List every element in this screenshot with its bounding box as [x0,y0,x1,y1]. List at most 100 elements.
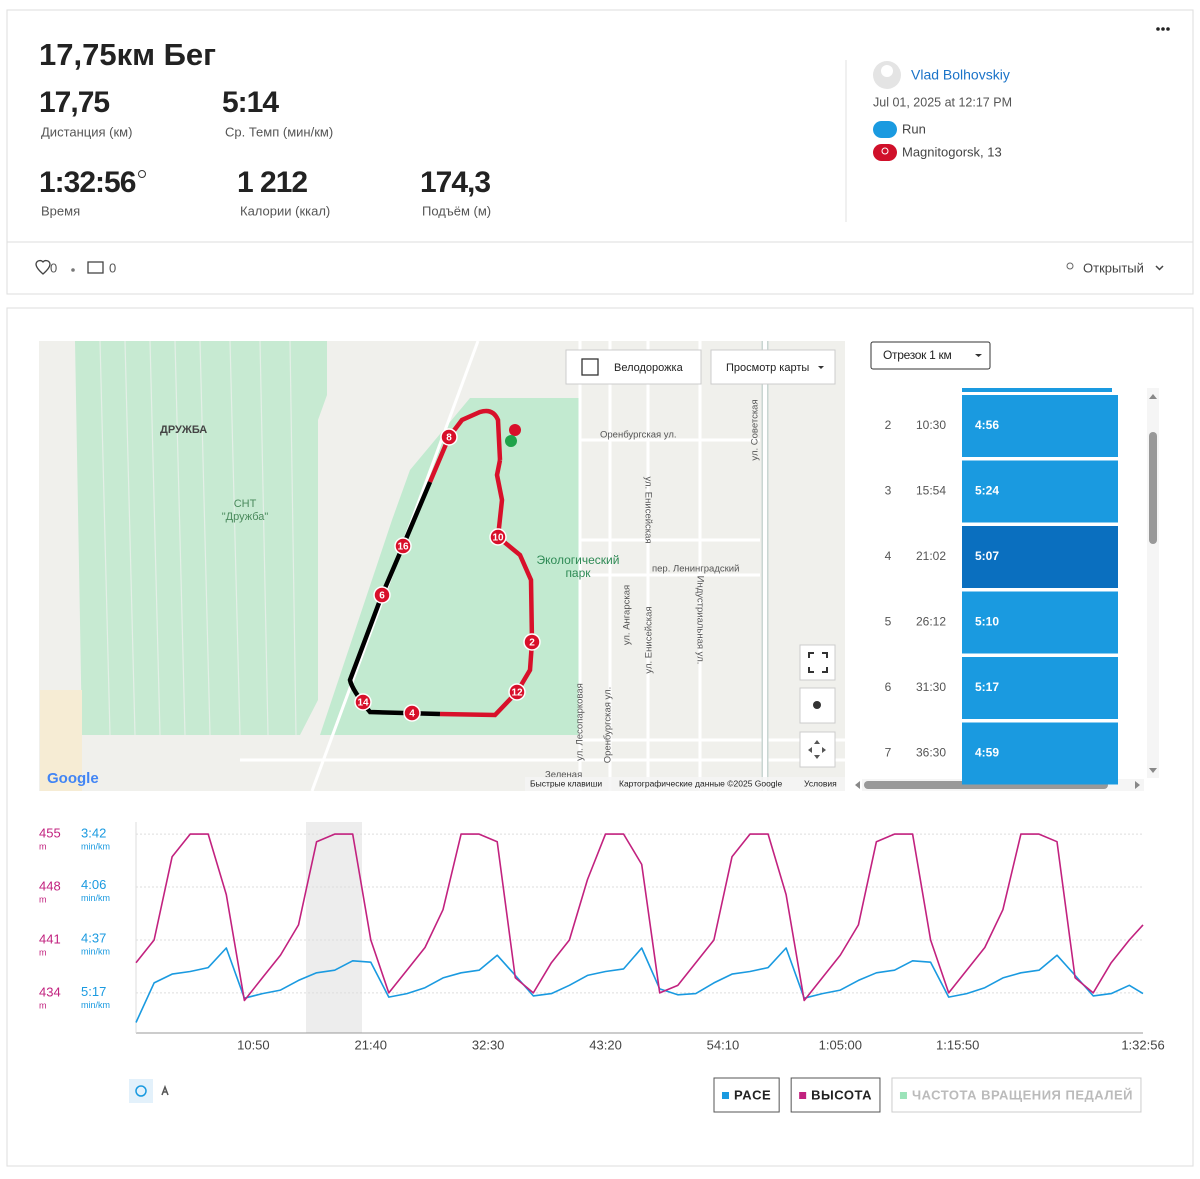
split-pace: 5:17 [975,680,999,694]
y2-tick-label: 4:37 [81,930,106,945]
athlete-name[interactable]: Vlad Bolhovskiy [911,67,1010,83]
chart: 434m441m448m455m5:17min/km4:37min/km4:06… [39,822,1165,1113]
legend-label: PACE [734,1087,771,1102]
street-label: ул. Ангарская [622,585,633,645]
stat-label: Время [41,203,80,218]
legend-item[interactable] [891,1077,1142,1113]
street-label: ул. Енисейская [644,606,655,673]
scroll-thumb[interactable] [1149,432,1157,544]
street-label: ул. Лесопарковая [575,683,586,761]
split-bar[interactable] [962,657,1118,719]
split-bar[interactable] [962,460,1118,523]
series-line [135,947,1144,1023]
bike-toggle-label: Велодорожка [614,362,684,374]
map[interactable]: 8 10 16 6 2 12 14 4 ДРУЖБА СНТ "Дружба" … [39,340,845,792]
street-label: Оренбургская ул. [603,687,614,764]
street-label: пер. Ленинградский [652,564,739,575]
km-marker: 2 [529,638,535,649]
selected-segment [306,822,362,1033]
y-tick-label: 434 [39,984,61,999]
caret [975,354,982,357]
area [40,690,82,791]
date: Jul 01, 2025 at 12:17 PM [873,95,1012,109]
distance-mode[interactable] [161,1084,169,1096]
split-pace: 5:10 [975,615,999,629]
likes: 0 [50,260,57,275]
info-icon[interactable] [138,170,146,178]
street-label: Индустриальная ул. [694,576,705,665]
km-marker: 4 [409,709,415,720]
legend-swatch [799,1092,807,1099]
pin [881,147,889,155]
comment-icon[interactable] [87,261,104,274]
like-icon[interactable] [35,259,51,275]
split-time: 21:02 [916,549,946,563]
checkbox[interactable] [581,358,599,376]
street-label: Оренбургская ул. [600,430,677,441]
y-unit: m [39,841,47,851]
km-markers: 8 10 16 6 2 12 14 4 [354,428,541,722]
location: Magnitogorsk, 13 [902,144,1002,159]
pan-button[interactable] [799,731,836,768]
y2-tick-label: 3:42 [81,826,106,841]
y-tick-label: 448 [39,878,61,893]
activity: Run [902,121,926,136]
split-pace: 4:59 [975,746,999,760]
split-bar[interactable] [962,526,1118,588]
split-bar[interactable] [962,395,1118,457]
clock-icon [135,1085,147,1097]
place-label: ДРУЖБА [160,424,207,436]
x-tick-label: 32:30 [472,1037,505,1052]
attribution[interactable]: Условия [804,778,837,788]
streets [240,340,845,792]
split-bar[interactable] [962,591,1118,654]
end-marker [509,424,521,436]
x-tick-label: 1:15:50 [936,1037,979,1052]
split-selector[interactable] [870,341,991,370]
split-pace: 4:56 [975,418,999,432]
split-km: 2 [885,418,892,432]
split-time: 26:12 [916,615,946,629]
y2-tick-label: 4:06 [81,877,106,892]
split-km: 3 [885,484,892,498]
icon [808,652,828,673]
visibility[interactable]: Открытый [1083,260,1144,275]
stat-label: Подъём (м) [422,203,491,218]
x-tick-label: 1:05:00 [819,1037,862,1052]
splits-panel: Отрезок 1 км 2 10:30 4:56 3 15:54 5:24 4 21:02 5… [855,341,1159,791]
route [347,481,441,717]
separator [71,268,75,272]
km-marker: 8 [446,433,452,444]
legend-swatch [899,1092,907,1099]
y2-unit: min/km [81,946,110,956]
split-selector-label: Отрезок 1 км [883,348,951,362]
x-tick-label: 1:32:56 [1121,1037,1164,1052]
km-marker: 6 [379,591,385,602]
y2-unit: min/km [81,893,110,903]
legend-label: ВЫСОТА [811,1087,872,1102]
title: 17,75км Бег [39,37,216,72]
stat-label: Дистанция (км) [41,124,132,139]
legend-label: ЧАСТОТА ВРАЩЕНИЯ ПЕДАЛЕЙ [912,1087,1133,1102]
km-marker: 10 [492,533,504,544]
attribution[interactable]: Быстрые клавиши [530,778,602,788]
bar-clipped [962,388,1112,392]
menu-icon[interactable] [1156,27,1170,31]
map-view-button[interactable] [710,349,836,385]
split-km: 6 [885,680,892,694]
y-unit: m [39,1000,47,1010]
icon [813,701,821,709]
time-mode[interactable] [129,1079,153,1103]
split-km: 4 [885,549,892,563]
split-time: 15:54 [916,484,946,498]
route [439,459,535,718]
split-time: 36:30 [916,746,946,760]
legend-swatch [722,1092,729,1099]
place-label: парк [565,566,591,580]
y-tick-label: 455 [39,826,61,841]
fullscreen-button[interactable] [799,644,836,681]
split-bar[interactable] [962,722,1118,785]
map-logo: Google [47,770,99,787]
stat-label: Калории (ккал) [240,203,330,218]
